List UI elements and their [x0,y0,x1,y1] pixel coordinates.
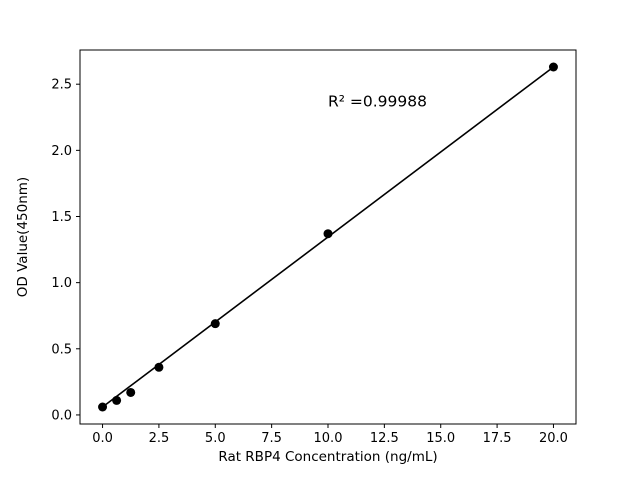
x-tick-label: 7.5 [261,431,282,446]
data-point [154,362,164,372]
x-tick-label: 2.5 [149,431,170,446]
y-tick-label: 1.0 [51,276,72,291]
y-tick-label: 0.5 [51,342,72,357]
data-point [112,395,122,405]
data-point [548,62,558,72]
x-tick-label: 15.0 [426,431,455,446]
data-point [126,387,136,397]
r-squared-annotation: R² =0.99988 [328,93,427,111]
data-point [323,229,333,239]
x-tick-label: 5.0 [205,431,226,446]
data-point [98,402,108,412]
data-point [210,319,220,329]
x-tick-label: 17.5 [483,431,512,446]
y-tick-label: 2.5 [51,78,72,93]
x-tick-label: 0.0 [92,431,113,446]
x-axis-label: Rat RBP4 Concentration (ng/mL) [218,449,437,465]
x-tick-label: 20.0 [539,431,568,446]
y-axis-label: OD Value(450nm) [15,177,31,297]
y-tick-label: 2.0 [51,144,72,159]
x-tick-label: 10.0 [314,431,343,446]
y-tick-label: 1.5 [51,210,72,225]
x-tick-label: 12.5 [370,431,399,446]
plot-layer: 0.0 2.5 5.0 7.5 10.0 12.5 15.0 17.5 20.0 0.0 0.5 1.… [51,49,577,446]
y-tick-label: 0.0 [51,408,72,423]
